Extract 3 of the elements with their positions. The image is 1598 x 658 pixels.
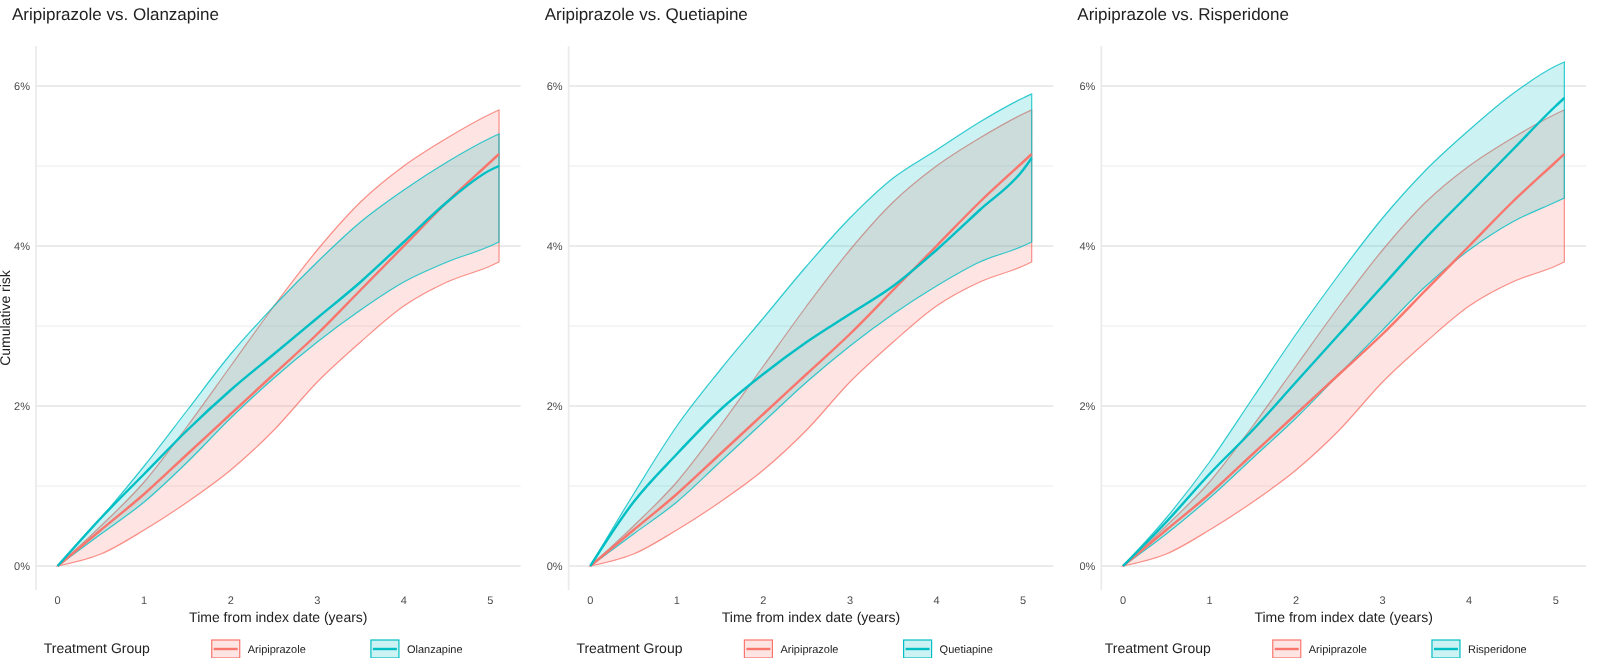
chart-title: Aripiprazole vs. Risperidone	[1077, 4, 1290, 24]
chart-title: Aripiprazole vs. Olanzapine	[12, 4, 220, 24]
chart-title: Aripiprazole vs. Quetiapine	[544, 4, 749, 24]
